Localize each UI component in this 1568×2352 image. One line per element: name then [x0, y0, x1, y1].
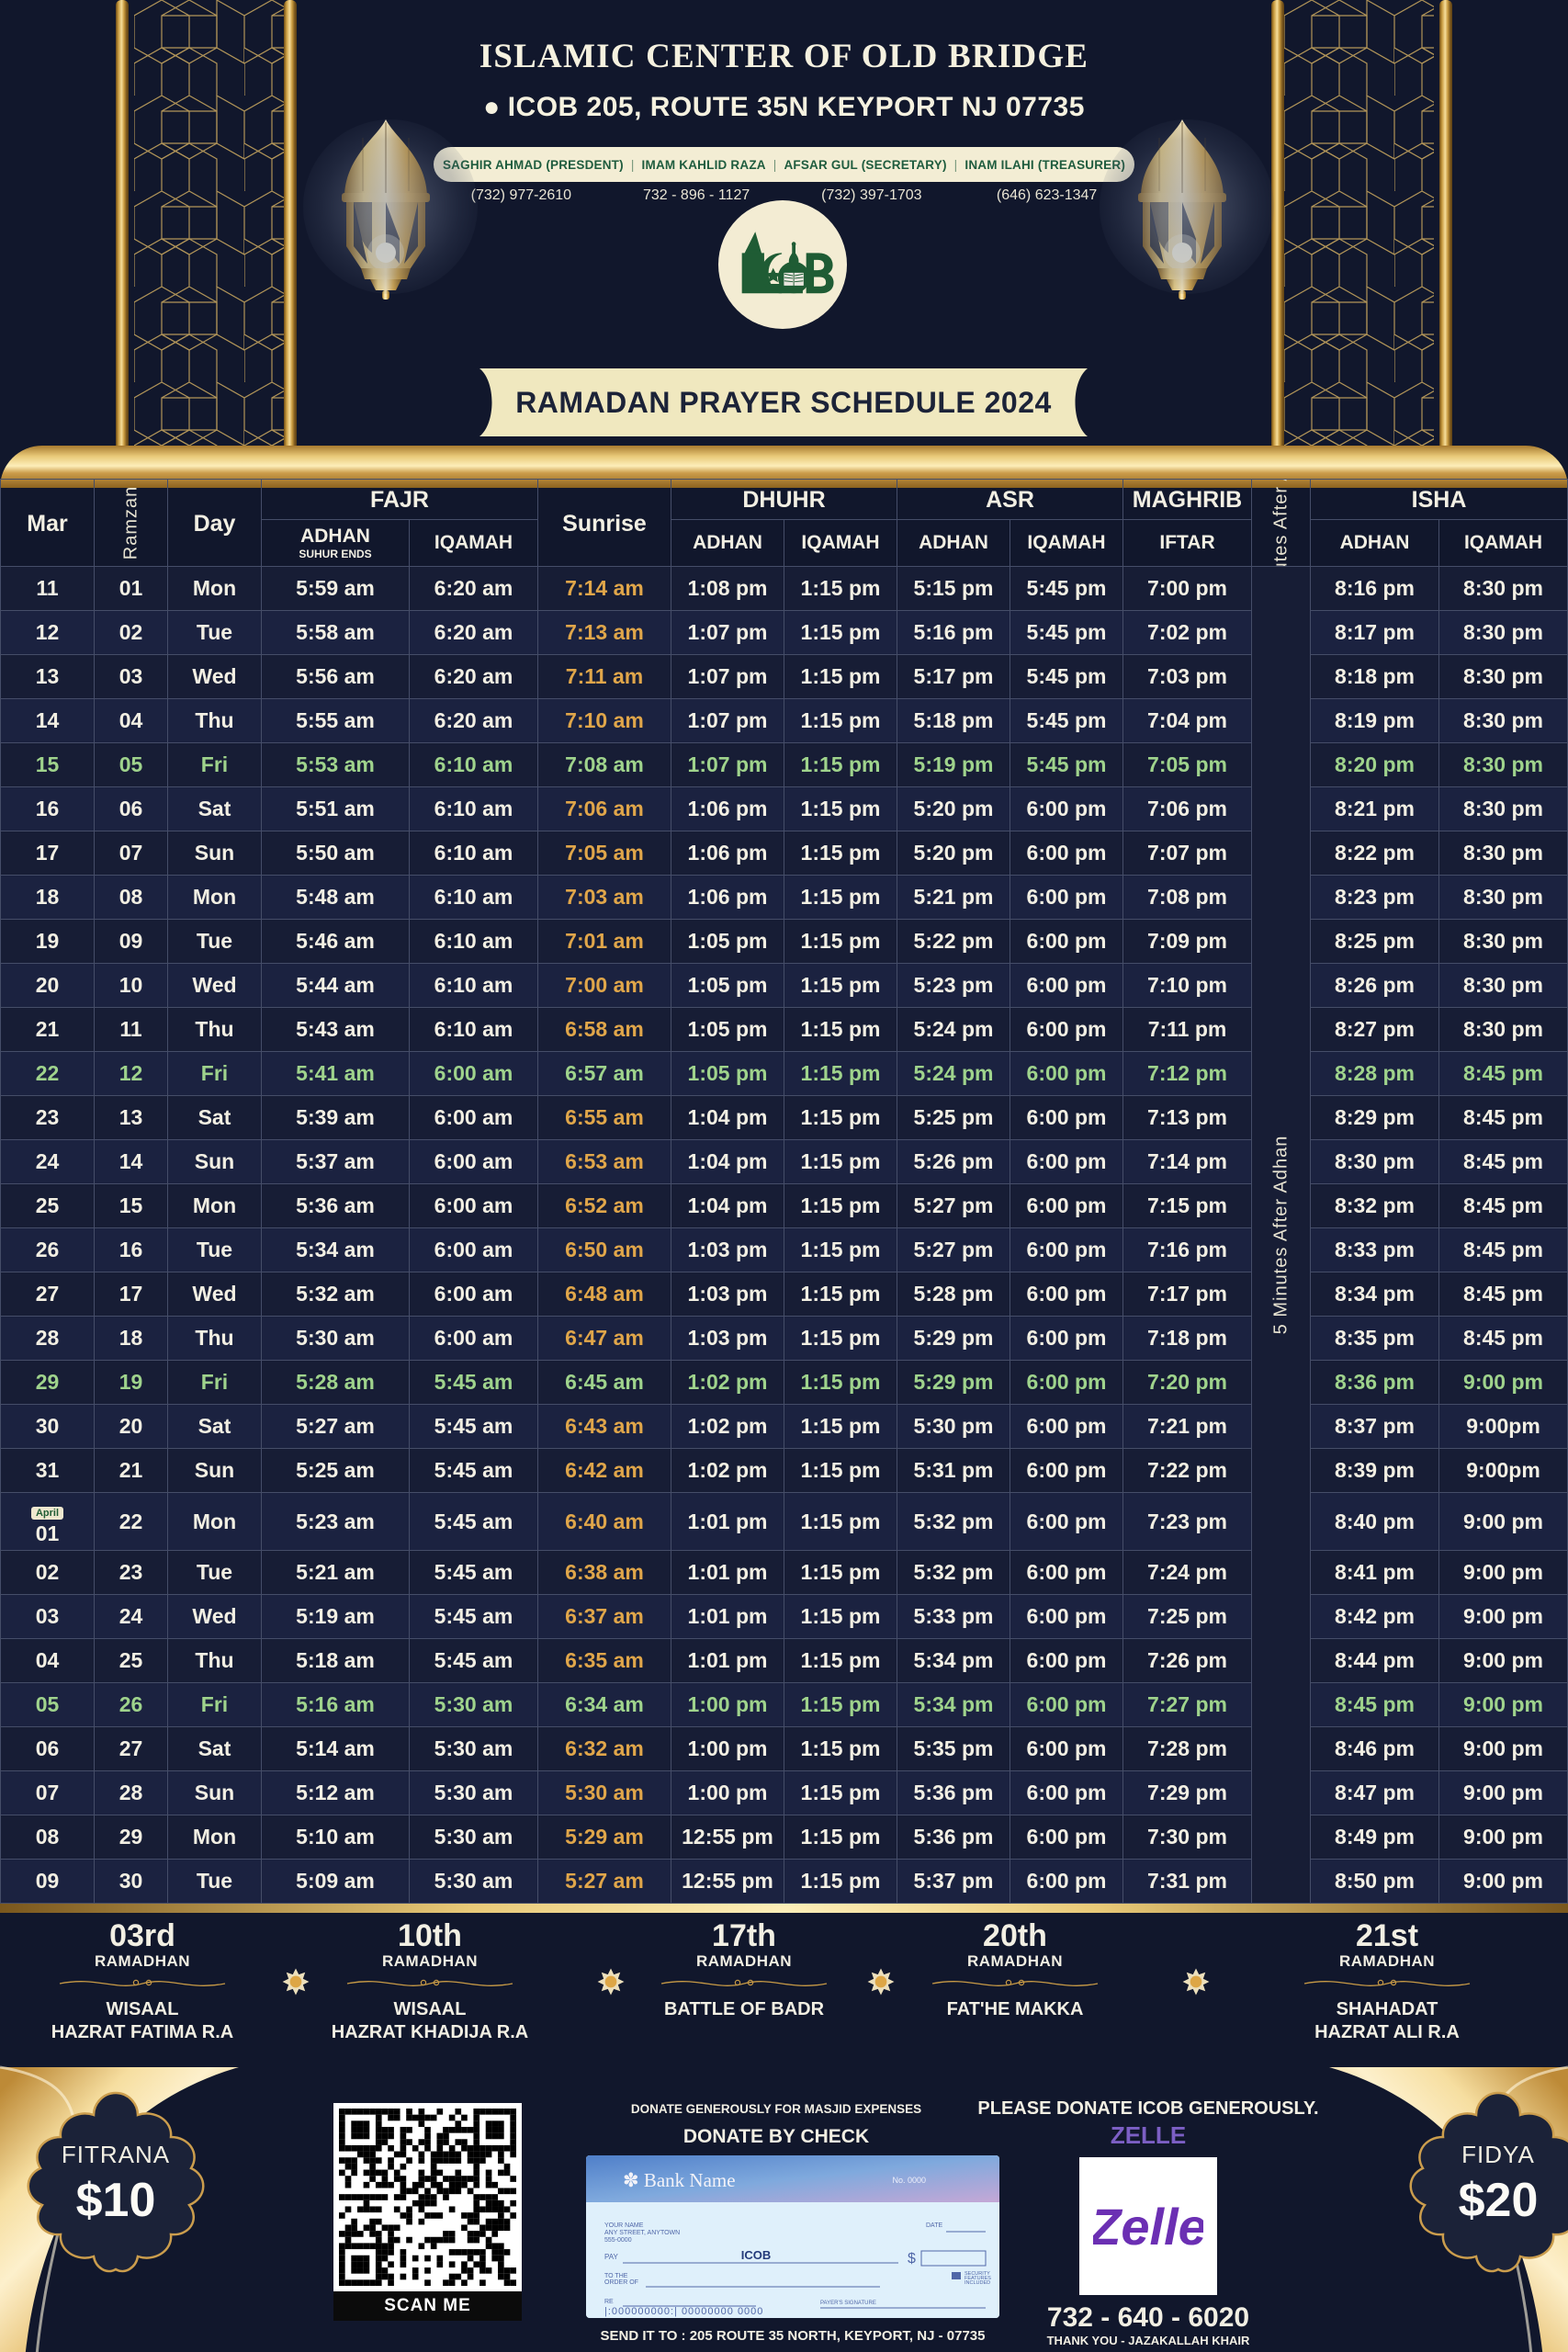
svg-text:DATE: DATE: [926, 2222, 942, 2229]
svg-text:PAY: PAY: [604, 2253, 618, 2261]
svg-text:ICOB: ICOB: [741, 2248, 772, 2262]
svg-text:✽ Bank Name: ✽ Bank Name: [623, 2169, 736, 2191]
svg-text:Zelle: Zelle: [1093, 2198, 1203, 2256]
svg-text:555-0000: 555-0000: [604, 2237, 632, 2244]
svg-text:$: $: [908, 2251, 916, 2267]
svg-text:RE: RE: [604, 2299, 614, 2305]
svg-text:ORDER OF: ORDER OF: [604, 2279, 638, 2286]
svg-text:YOUR NAME: YOUR NAME: [604, 2222, 644, 2229]
svg-text:PAYER'S SIGNATURE: PAYER'S SIGNATURE: [820, 2301, 876, 2306]
svg-text:|:000000000:| 00000000 0000: |:000000000:| 00000000 0000: [604, 2306, 763, 2317]
svg-text:No. 0000: No. 0000: [892, 2176, 926, 2185]
svg-text:ANY STREET, ANYTOWN: ANY STREET, ANYTOWN: [604, 2230, 680, 2236]
svg-text:TO THE: TO THE: [604, 2273, 628, 2279]
